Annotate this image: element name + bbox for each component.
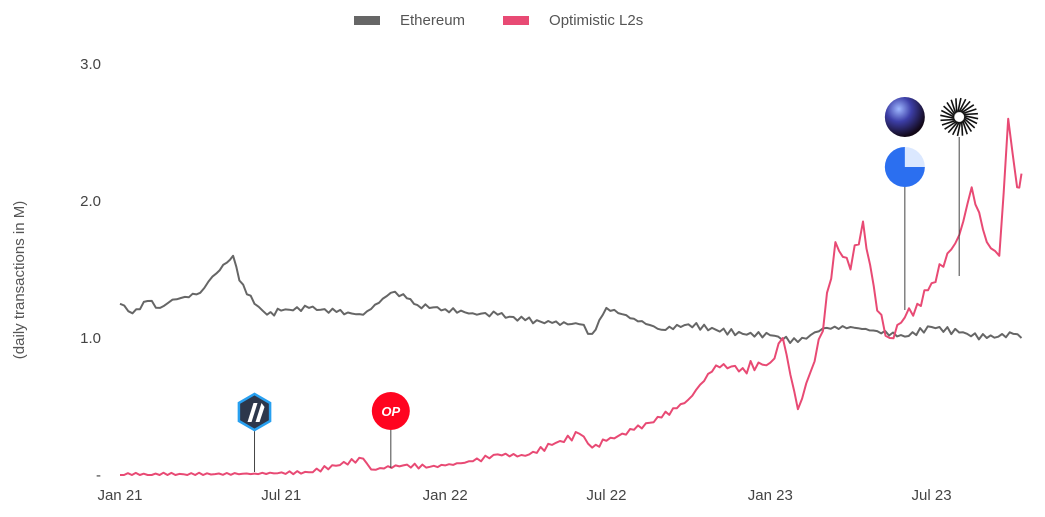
x-tick-label: Jul 23 [912,487,952,504]
x-tick-label: Jan 21 [97,487,142,504]
y-axis-label-group: (daily transactions in M) [11,201,28,359]
arbitrum-icon [237,392,272,432]
series-layer [119,117,1023,476]
svg-text:OP: OP [381,404,400,419]
y-tick-label: 1.0 [80,330,101,347]
y-tick-label: - [96,467,101,484]
legend-label-ethereum: Ethereum [400,12,466,29]
legend-item-optimistic-l2s[interactable]: Optimistic L2s [503,12,643,29]
annotations-layer: OP [237,97,980,472]
legend-swatch-optimistic-l2s [503,16,530,25]
x-tick-label: Jul 22 [586,487,626,504]
zora-icon [939,97,980,137]
legend: Ethereum Optimistic L2s [354,12,681,29]
legend-swatch-ethereum [354,16,380,25]
sphere-icon [884,97,925,137]
legend-label-optimistic-l2s: Optimistic L2s [549,12,644,29]
y-axis-label: (daily transactions in M) [11,201,28,359]
x-tick-label: Jan 23 [748,487,793,504]
optimism-op-icon: OP [371,392,410,430]
legend-item-ethereum[interactable]: Ethereum [354,12,465,29]
y-tick-label: 3.0 [80,56,101,73]
series-line-optimistic-l2s [120,117,1023,476]
x-tick-label: Jul 21 [261,487,301,504]
y-axis-ticks: - 1.0 2.0 3.0 [80,56,101,484]
blue-circle-icon [884,147,925,187]
x-tick-label: Jan 22 [423,487,468,504]
y-tick-label: 2.0 [80,193,101,210]
x-axis-ticks: Jan 21 Jul 21 Jan 22 Jul 22 Jan 23 Jul 23 [97,487,951,504]
series-line-ethereum [119,254,1023,344]
